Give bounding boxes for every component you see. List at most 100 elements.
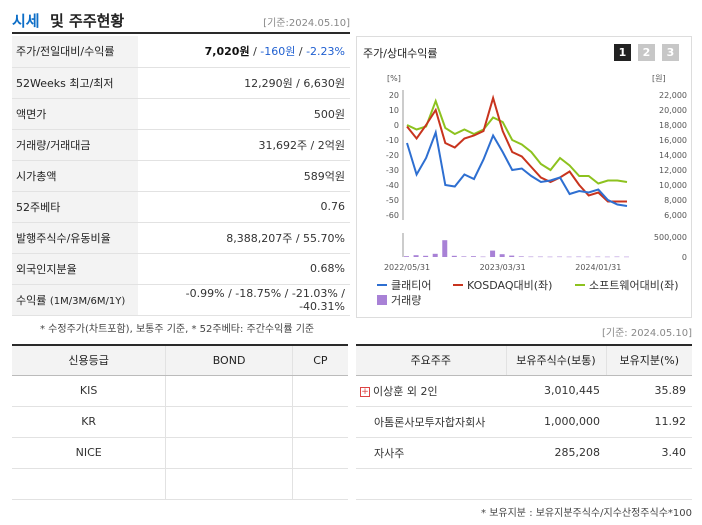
left-tick-label: -50 — [386, 196, 399, 205]
credit-bond — [165, 375, 293, 407]
credit-cp — [291, 375, 348, 407]
separator: / — [295, 45, 307, 59]
table-row: 아톰론사모투자합자회사 1,000,000 11.92 — [356, 406, 692, 438]
credit-cp — [291, 406, 348, 438]
table-row: + 이상훈 외 2인 3,010,445 35.89 — [356, 375, 692, 407]
volume-bar — [557, 256, 563, 258]
right-tick-label: 6,000 — [664, 211, 687, 220]
x-tick-label: 2024/01/31 — [575, 263, 621, 272]
info-label: 52Weeks 최고/최저 — [12, 67, 138, 99]
credit-header: CP — [291, 344, 348, 376]
info-row-price: 주가/전일대비/수익률 7,020원 / -160원 / -2.23% — [12, 36, 350, 68]
info-label: 외국인지분율 — [12, 253, 138, 285]
volume-tick-label: 0 — [682, 253, 687, 262]
volume-bar — [547, 256, 553, 258]
volume-bar — [423, 255, 429, 257]
price-info-table: 주가/전일대비/수익률 7,020원 / -160원 / -2.23% 52We… — [12, 36, 350, 316]
volume-bar — [442, 240, 448, 257]
chart-tab-3[interactable]: 3 — [662, 44, 679, 61]
holder-pct: 3.40 — [606, 437, 692, 469]
info-value: -0.99% / -18.75% / -21.03% / -40.31% — [138, 284, 350, 316]
table-row: NICE — [12, 437, 348, 469]
volume-bar — [480, 256, 486, 258]
footnote-date: [기준: 2024.05.10] — [601, 328, 692, 339]
chart-tab-1[interactable]: 1 — [614, 44, 631, 61]
volume-bar — [499, 254, 505, 257]
info-label: 거래량/거래대금 — [12, 129, 138, 161]
info-row-volume: 거래량/거래대금 31,692주 / 2억원 — [12, 129, 350, 161]
volume-bar — [537, 256, 543, 258]
separator: / — [249, 45, 261, 59]
holder-shares: 3,010,445 — [506, 375, 606, 407]
credit-cp — [291, 437, 348, 469]
holders-header: 주요주주 — [356, 344, 506, 376]
info-value: 0.76 — [138, 191, 350, 223]
info-row-shares: 발행주식수/유동비율 8,388,207주 / 55.70% — [12, 222, 350, 254]
info-label: 수익률 — [16, 293, 47, 307]
holder-name: 아톰론사모투자합자회사 — [356, 406, 506, 438]
left-tick-label: -60 — [386, 211, 399, 220]
series-line — [406, 94, 627, 203]
series-line — [406, 128, 628, 207]
x-tick-label: 2022/05/31 — [384, 263, 430, 272]
left-tick-label: -30 — [386, 166, 399, 175]
holder-pct: 11.92 — [606, 406, 692, 438]
credit-header: BOND — [165, 344, 293, 376]
expand-icon[interactable]: + — [360, 386, 370, 397]
credit-agency — [12, 468, 166, 500]
volume-bar — [576, 256, 582, 258]
info-value: 500원 — [138, 98, 350, 130]
x-tick-label: 2023/03/31 — [480, 263, 526, 272]
credit-header: 신용등급 — [12, 344, 166, 376]
info-value: 0.68% — [138, 253, 350, 285]
volume-bar — [461, 256, 467, 257]
chart-panel: 주가/상대수익률 1 2 3 [%] [원] 20 10 0 -10 -20 -30 -40 -5… — [356, 36, 692, 318]
info-label: 발행주식수/유동비율 — [12, 222, 138, 254]
volume-bar — [566, 256, 572, 258]
volume-bar — [585, 256, 591, 258]
left-tick-label: 10 — [389, 106, 399, 115]
volume-bar — [490, 250, 496, 257]
info-label: 시가총액 — [12, 160, 138, 192]
table-row — [356, 468, 692, 500]
series-line — [406, 98, 628, 185]
legend-label: 소프트웨어대비(좌) — [589, 279, 679, 292]
info-value: 8,388,207주 / 55.70% — [138, 222, 350, 254]
right-tick-label: 16,000 — [659, 136, 687, 145]
left-tick-label: 20 — [389, 91, 399, 100]
volume-bar — [432, 253, 438, 257]
table-row — [12, 468, 348, 500]
holder-shares: 285,208 — [506, 437, 606, 469]
section-title-secondary: 및 주주현황 — [50, 12, 125, 30]
info-row-market-cap: 시가총액 589억원 — [12, 160, 350, 192]
right-tick-label: 22,000 — [659, 91, 687, 100]
info-value: 12,290원 / 6,630원 — [138, 67, 350, 99]
credit-bond — [165, 437, 293, 469]
left-tick-label: -40 — [386, 181, 399, 190]
right-tick-label: 14,000 — [659, 151, 687, 160]
holders-header: 보유주식수(보통) — [505, 344, 606, 376]
volume-bar — [509, 255, 515, 257]
volume-bar — [604, 256, 610, 258]
volume-tick-label: 500,000 — [654, 233, 687, 242]
legend-swatch — [377, 295, 387, 305]
section-title-primary: 시세 — [12, 12, 40, 30]
left-tick-label: -20 — [386, 151, 399, 160]
relative-return-chart: [%] [원] 20 10 0 -10 -20 -30 -40 -50 -60 22,000 20,00… — [377, 74, 687, 307]
info-label: 액면가 — [12, 98, 138, 130]
table-row: KIS — [12, 375, 348, 407]
holders-footnote: * 보유지분 : 보유지분주식수/지수산정주식수*100 — [481, 508, 692, 519]
volume-bar — [518, 256, 524, 257]
current-price: 7,020원 — [204, 45, 250, 59]
credit-bond — [165, 468, 293, 500]
volume-bar — [528, 256, 534, 258]
credit-bond — [165, 406, 293, 438]
right-tick-label: 12,000 — [659, 166, 687, 175]
section-title-bar: 시세 및 주주현황 [기준:2024.05.10] — [12, 8, 350, 34]
chart-tabs: 1 2 3 — [614, 44, 679, 61]
price-change: -160원 — [260, 45, 296, 59]
info-label: 52주베타 — [12, 191, 138, 223]
volume-bar — [624, 256, 629, 258]
chart-tab-2[interactable]: 2 — [638, 44, 655, 61]
left-tick-label: -10 — [386, 136, 399, 145]
